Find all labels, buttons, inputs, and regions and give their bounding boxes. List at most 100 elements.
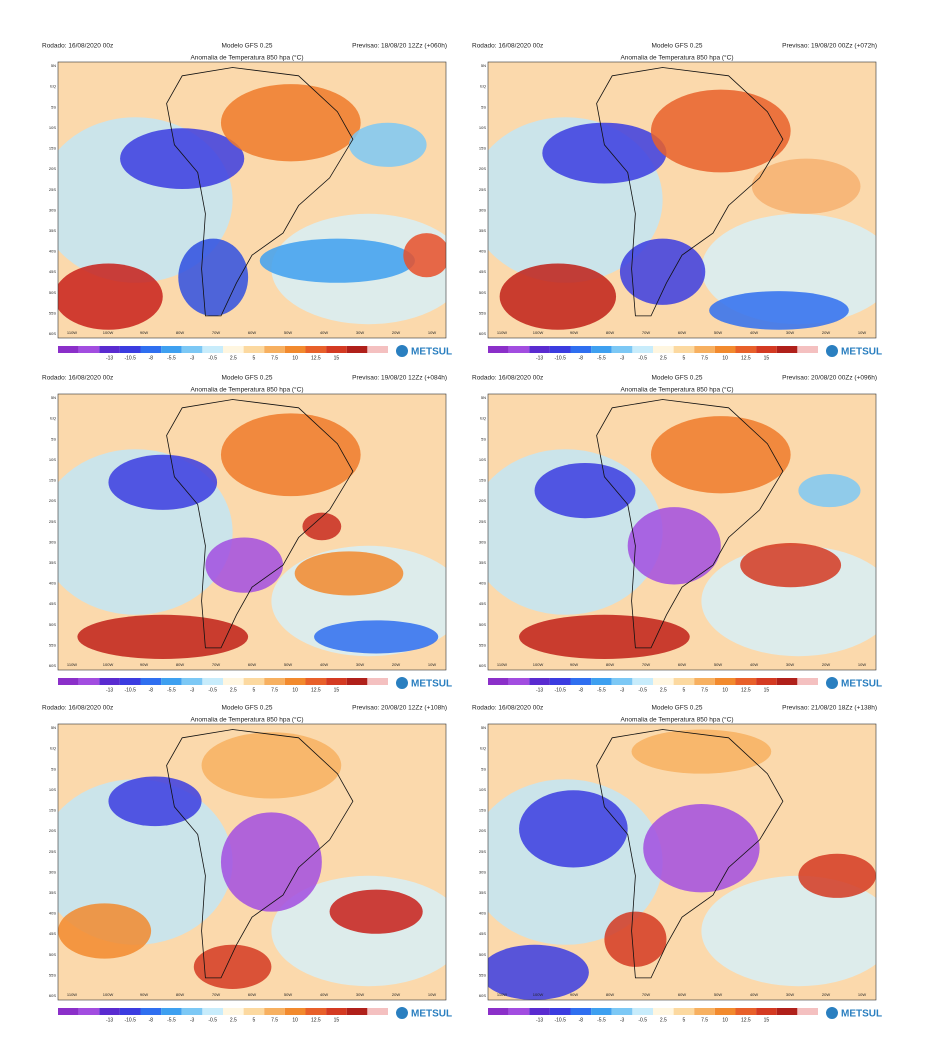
anomaly-field: [534, 463, 636, 519]
colorbar-label: 7.5: [701, 355, 708, 361]
map-frame: [57, 61, 447, 339]
colorbar-segment: [756, 678, 777, 685]
lat-label: 25S: [49, 849, 56, 854]
lat-label: 45S: [479, 931, 486, 936]
lon-label: 70W: [642, 992, 650, 997]
anomaly-field: [403, 233, 446, 278]
map-frame: [487, 393, 877, 671]
colorbar-segment: [243, 1008, 265, 1015]
lon-label: 90W: [140, 992, 148, 997]
colorbar-label: 7.5: [701, 687, 708, 693]
lat-label: 35S: [49, 890, 56, 895]
lat-label: 5N: [481, 725, 486, 730]
lat-label: 15S: [479, 478, 486, 483]
lon-label: 20W: [392, 662, 400, 667]
colorbar-segment: [756, 1008, 777, 1015]
colorbar-label: 7.5: [271, 687, 278, 693]
colorbar-label: -0.5: [208, 687, 217, 693]
lat-label: 20S: [479, 828, 486, 833]
lat-label: 50S: [49, 952, 56, 957]
colorbar-segment: [570, 346, 592, 353]
lon-label: 110W: [67, 330, 77, 335]
colorbar-segment: [243, 678, 265, 685]
colorbar-segment: [367, 1008, 388, 1015]
lat-label: 5S: [51, 436, 56, 441]
colorbar-label: -0.5: [638, 355, 647, 361]
colorbar-label: -8: [579, 355, 584, 361]
lon-label: 80W: [176, 662, 184, 667]
lon-label: 80W: [606, 330, 614, 335]
lat-label: 25S: [479, 519, 486, 524]
colorbar-label: -8: [149, 1017, 154, 1023]
lat-label: 5S: [481, 104, 486, 109]
lon-label: 20W: [392, 330, 400, 335]
colorbar-segment: [776, 1008, 798, 1015]
colorbar-segment: [78, 346, 100, 353]
colorbar-segment: [570, 678, 592, 685]
colorbar-label: 2.5: [660, 1017, 667, 1023]
map-area: [58, 394, 446, 670]
lat-label: 55S: [49, 642, 56, 647]
colorbar-label: 7.5: [271, 355, 278, 361]
lat-label: 25S: [479, 849, 486, 854]
brand-logo: [396, 677, 408, 689]
colorbar-label: 12.5: [311, 1017, 321, 1023]
colorbar-label: -3: [620, 355, 625, 361]
colorbar-label: 10: [722, 687, 728, 693]
colorbar-segment: [140, 346, 162, 353]
colorbar-segment: [78, 678, 100, 685]
map-panel: Rodado: 16/08/2020 00z Modelo GFS 0.25 Pre…: [472, 705, 882, 1024]
lat-label: 40S: [49, 581, 56, 586]
colorbar-label: 10: [292, 687, 298, 693]
map-title: Anomalia de Temperatura 850 hpa (°C): [620, 54, 733, 62]
lon-label: 100W: [103, 662, 114, 667]
lon-label: 110W: [497, 662, 507, 667]
colorbar-segment: [776, 346, 798, 353]
colorbar-segment: [326, 346, 347, 353]
run-label: Rodado: 16/08/2020 00z: [472, 705, 543, 712]
map-area: [488, 394, 876, 670]
lon-label: 70W: [642, 330, 650, 335]
colorbar-label: 15: [764, 687, 770, 693]
lon-label: 20W: [822, 992, 830, 997]
colorbar-segment: [611, 1008, 633, 1015]
anomaly-field: [643, 804, 760, 893]
colorbar-segment: [735, 678, 757, 685]
colorbar-segment: [161, 1008, 182, 1015]
lon-label: 100W: [103, 992, 114, 997]
lat-label: 30S: [49, 539, 56, 544]
colorbar-segment: [488, 346, 509, 353]
colorbar-segment: [284, 346, 306, 353]
colorbar-label: 5: [253, 1017, 256, 1023]
colorbar-label: 15: [334, 355, 340, 361]
colorbar-segment: [632, 678, 653, 685]
colorbar-segment: [99, 346, 120, 353]
colorbar-segment: [243, 346, 265, 353]
lat-label: 5N: [51, 725, 56, 730]
colorbar-label: -5.5: [167, 687, 176, 693]
anomaly-field: [259, 238, 415, 283]
brand-name: METSUL: [841, 679, 882, 690]
colorbar-segment: [488, 678, 509, 685]
lat-label: 10S: [479, 457, 486, 462]
colorbar-segment: [653, 1008, 674, 1015]
colorbar-segment: [797, 346, 818, 353]
colorbar-label: -5.5: [597, 1017, 606, 1023]
colorbar-label: -13: [536, 687, 543, 693]
continent-outline: [166, 399, 354, 649]
lat-label: 35S: [49, 228, 56, 233]
lon-label: 30W: [786, 662, 794, 667]
colorbar-label: 12.5: [741, 687, 751, 693]
lon-label: 30W: [786, 992, 794, 997]
colorbar-segment: [508, 678, 530, 685]
lon-label: 10W: [858, 662, 866, 667]
lat-label: 10S: [479, 125, 486, 130]
colorbar-segment: [161, 346, 182, 353]
lat-label: 20S: [479, 498, 486, 503]
lon-label: 30W: [786, 330, 794, 335]
lat-label: 5S: [51, 766, 56, 771]
lon-label: 110W: [497, 992, 507, 997]
anomaly-field: [604, 911, 667, 967]
colorbar-segment: [570, 1008, 592, 1015]
lon-label: 90W: [140, 330, 148, 335]
